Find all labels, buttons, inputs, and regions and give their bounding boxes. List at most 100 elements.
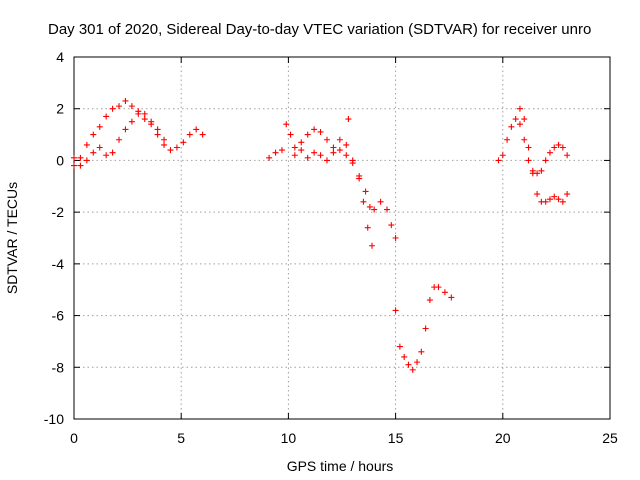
data-point [83, 141, 90, 148]
data-point [272, 149, 279, 156]
data-point [298, 139, 305, 146]
data-point [77, 154, 84, 161]
data-point [504, 136, 511, 143]
x-tick-label: 0 [70, 430, 78, 446]
y-tick-label: 4 [56, 49, 64, 65]
series-arc-3 [392, 284, 455, 373]
data-point [167, 147, 174, 154]
data-point [330, 144, 337, 151]
data-point [349, 157, 356, 164]
data-point [551, 144, 558, 151]
series-arc-2b [291, 126, 399, 241]
series-arc-4a [495, 116, 571, 177]
data-point [128, 103, 135, 110]
y-tick-label: -2 [52, 204, 65, 220]
series-arc-4b [516, 105, 571, 205]
data-point [291, 152, 298, 159]
x-tick-label: 20 [495, 430, 511, 446]
data-point [559, 198, 566, 205]
data-point [508, 123, 515, 130]
y-tick-label: -4 [52, 256, 65, 272]
data-point [369, 242, 376, 249]
data-point [529, 170, 536, 177]
data-point [135, 110, 142, 117]
data-point [345, 116, 352, 123]
data-point [83, 157, 90, 164]
data-point [141, 110, 148, 117]
data-point [109, 105, 116, 112]
data-point [103, 113, 110, 120]
data-point [555, 141, 562, 148]
x-tick-label: 10 [281, 430, 297, 446]
data-point [77, 162, 84, 169]
data-point [534, 191, 541, 198]
data-point [422, 325, 429, 332]
data-point [154, 126, 161, 133]
data-point [551, 193, 558, 200]
data-point [564, 191, 571, 198]
data-point [122, 126, 129, 133]
data-point [161, 141, 168, 148]
x-axis-label: GPS time / hours [287, 458, 394, 474]
data-point [90, 131, 97, 138]
data-point [311, 149, 318, 156]
data-point [521, 136, 528, 143]
data-point [343, 152, 350, 159]
data-point [141, 116, 148, 123]
y-tick-label: -6 [52, 308, 65, 324]
data-point [323, 157, 330, 164]
data-point [371, 206, 378, 213]
grid-lines [74, 57, 610, 419]
data-point [186, 131, 193, 138]
data-point [546, 149, 553, 156]
data-point [317, 152, 324, 159]
y-tick-label: -10 [44, 411, 64, 427]
series-arc-2c [291, 136, 376, 249]
data-point [71, 162, 77, 169]
data-point [448, 294, 455, 301]
series-arc-2a [266, 121, 294, 161]
data-point [266, 154, 273, 161]
data-point [366, 203, 373, 210]
data-point [96, 144, 103, 151]
data-point [71, 154, 77, 161]
data-point [512, 116, 519, 123]
data-point [542, 198, 549, 205]
data-point [401, 353, 408, 360]
data-point [525, 144, 532, 151]
x-tick-label: 25 [602, 430, 618, 446]
data-point [336, 136, 343, 143]
data-point [103, 152, 110, 159]
data-point [304, 131, 311, 138]
data-point [148, 118, 155, 125]
data-point [396, 343, 403, 350]
data-point [336, 147, 343, 154]
data-point [96, 123, 103, 130]
data-point [199, 131, 206, 138]
data-point [555, 196, 562, 203]
data-point [392, 235, 399, 241]
data-point [441, 289, 448, 296]
y-axis-label: SDTVAR / TECUs [4, 182, 20, 294]
series-arc-2-outlier [345, 116, 352, 123]
plot-frame [73, 56, 611, 420]
chart-title: Day 301 of 2020, Sidereal Day-to-day VTE… [48, 21, 591, 38]
data-point [291, 144, 298, 151]
series-arc-1a [71, 97, 206, 169]
data-point [330, 149, 337, 156]
x-tick-label: 15 [388, 430, 404, 446]
data-point [304, 154, 311, 161]
data-point [542, 157, 549, 164]
data-point [311, 126, 318, 133]
data-point [414, 359, 421, 366]
data-point [377, 198, 384, 205]
data-point [323, 136, 330, 143]
y-tick-label: -8 [52, 359, 65, 375]
data-point [283, 121, 290, 128]
y-tick-label: 0 [56, 152, 64, 168]
data-point [418, 348, 425, 355]
data-point [564, 152, 571, 159]
data-point [90, 149, 97, 156]
data-point [116, 136, 123, 143]
